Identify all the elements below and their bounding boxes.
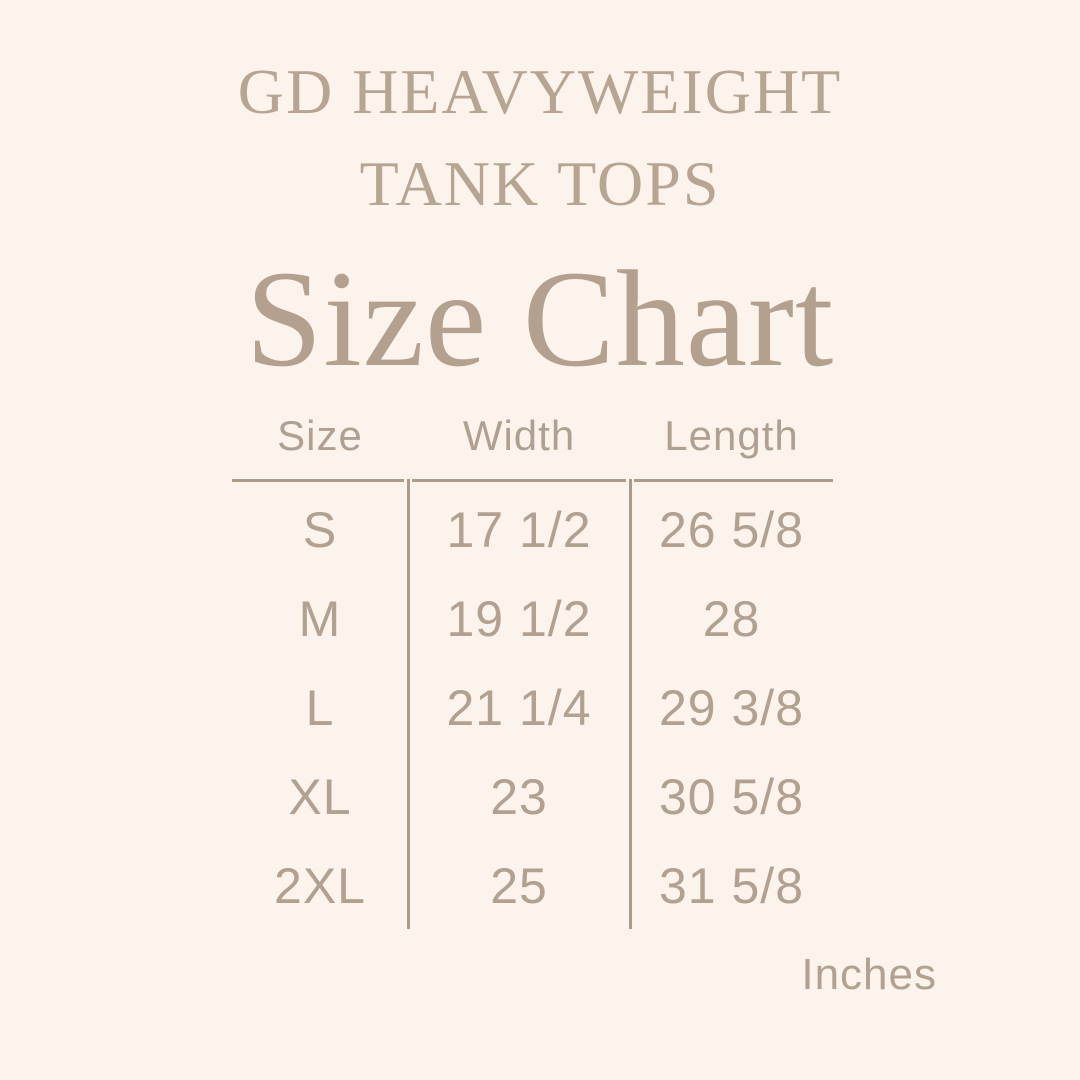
header-rule-segment xyxy=(232,479,404,482)
table-cell-size: 2XL xyxy=(274,857,366,914)
page-title: Size Chart xyxy=(245,242,835,395)
table-cell-width: 21 1/4 xyxy=(446,679,592,736)
table-cell-length: 31 5/8 xyxy=(658,857,804,914)
table-cell-size: M xyxy=(298,590,342,647)
product-name: GD HEAVYWEIGHT TANK TOPS xyxy=(0,46,1080,230)
product-name-line1: GD HEAVYWEIGHT xyxy=(237,56,843,127)
product-name-line2: TANK TOPS xyxy=(359,148,721,219)
table-cell-width: 17 1/2 xyxy=(446,501,592,558)
table-cell-length: 30 5/8 xyxy=(658,768,804,825)
table-cell-length: 29 3/8 xyxy=(658,679,804,736)
table-cell-size: XL xyxy=(288,768,352,825)
column-divider xyxy=(407,479,410,929)
column-header-length: Length xyxy=(664,411,799,459)
column-divider xyxy=(629,479,632,929)
table-cell-size: S xyxy=(302,501,338,558)
table-cell-length: 26 5/8 xyxy=(658,501,804,558)
table-cell-length: 28 xyxy=(702,590,761,647)
size-table: Size Width Length S 17 1/2 26 5/8 M 19 1… xyxy=(232,405,833,929)
unit-label: Inches xyxy=(801,950,937,999)
header-rule-segment xyxy=(412,479,626,482)
header-rule-segment xyxy=(634,479,833,482)
column-header-width: Width xyxy=(462,411,576,459)
table-cell-size: L xyxy=(305,679,335,736)
column-header-size: Size xyxy=(277,411,363,459)
table-cell-width: 23 xyxy=(490,768,548,825)
table-cell-width: 25 xyxy=(490,857,548,914)
table-cell-width: 19 1/2 xyxy=(446,590,592,647)
